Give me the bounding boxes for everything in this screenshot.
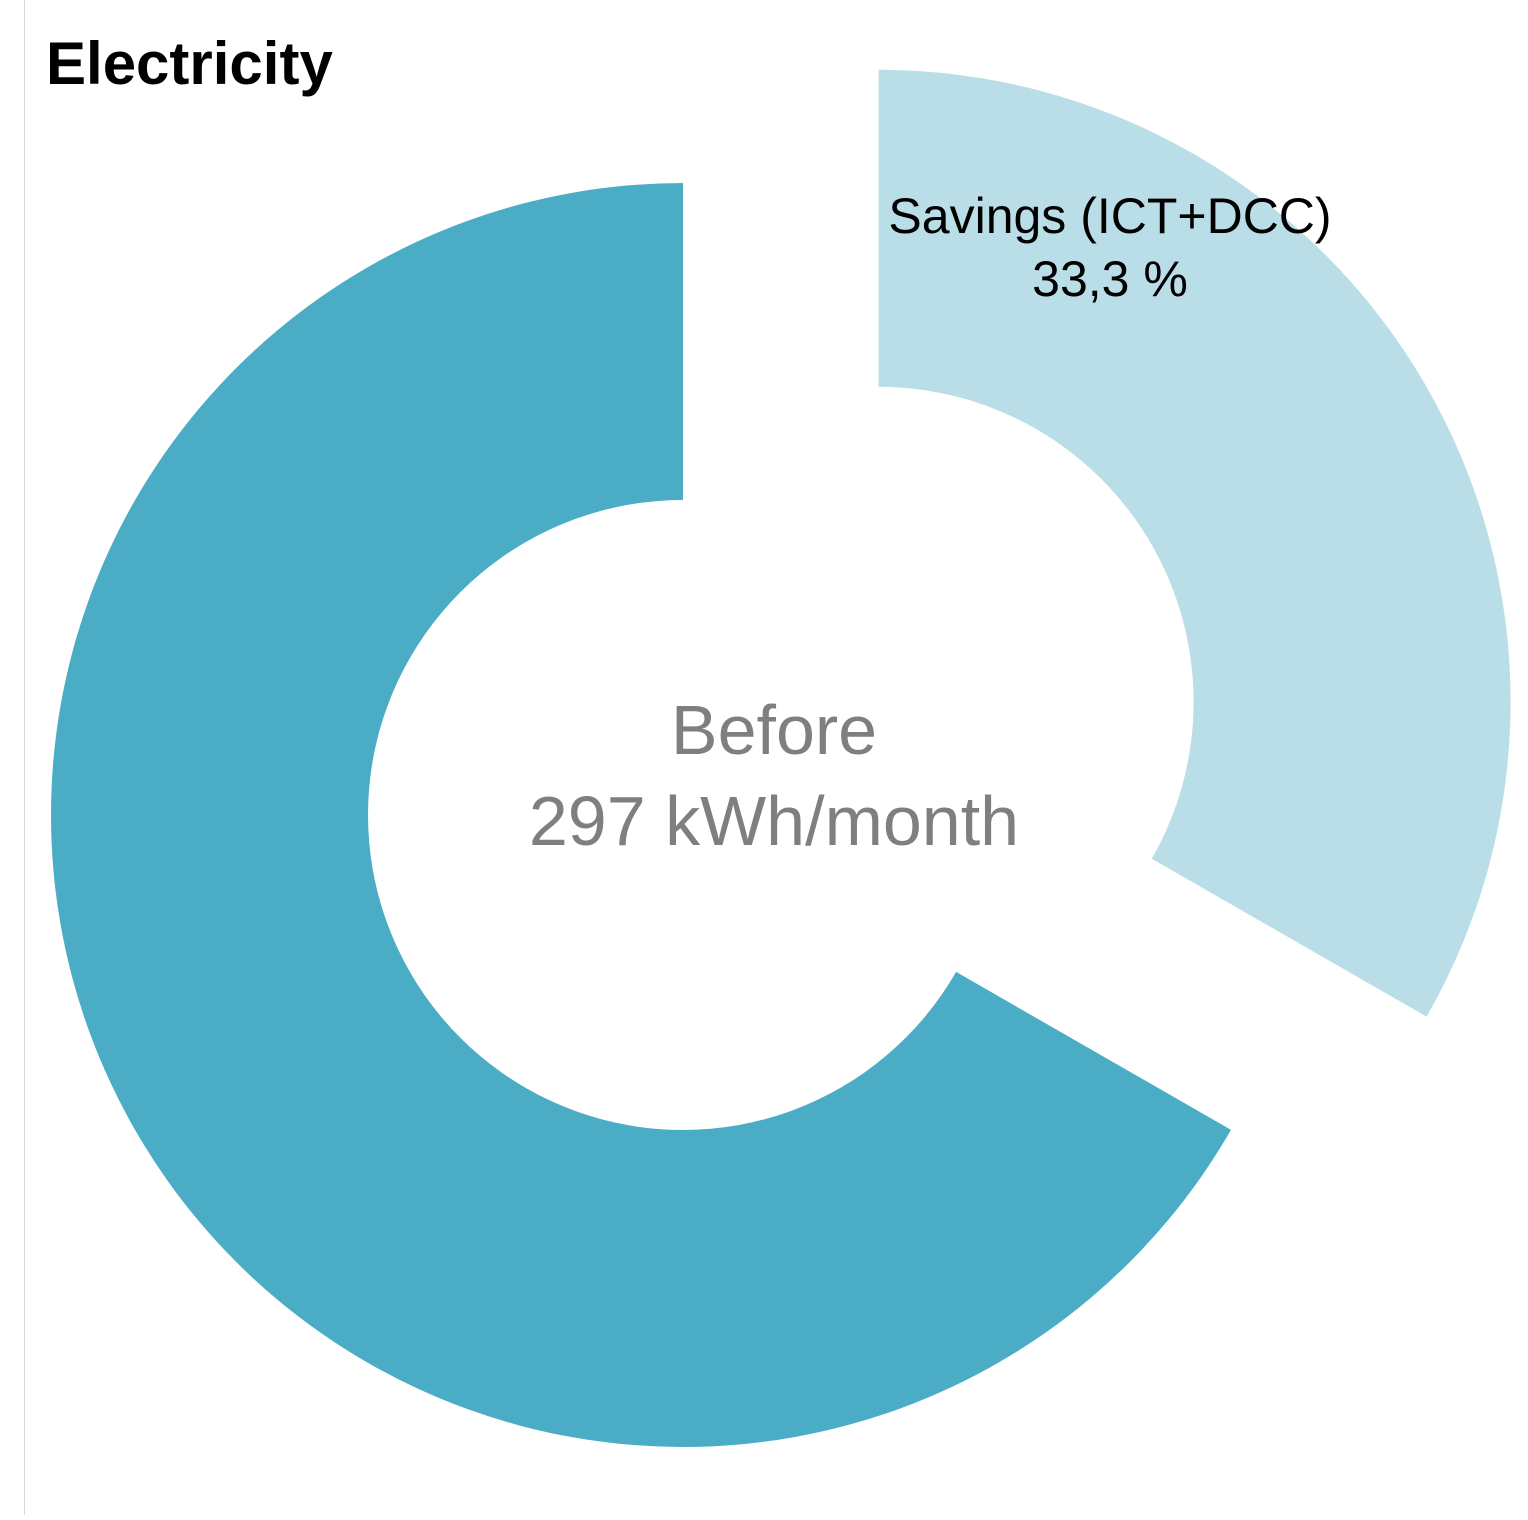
donut-center-label: Before 297 kWh/month (424, 685, 1124, 867)
center-label-before: Before (670, 691, 878, 769)
savings-slice-label: Savings (ICT+DCC) 33,3 % (830, 185, 1390, 310)
center-label-consumption: 297 kWh/month (528, 782, 1020, 860)
savings-slice-value: 33,3 % (1032, 250, 1188, 307)
chart-title: Electricity (46, 30, 333, 97)
savings-slice-name: Savings (ICT+DCC) (888, 188, 1332, 244)
donut-slice-savings (878, 69, 1511, 1017)
left-border-line (24, 0, 25, 1515)
donut-slice-before (50, 183, 1231, 1448)
